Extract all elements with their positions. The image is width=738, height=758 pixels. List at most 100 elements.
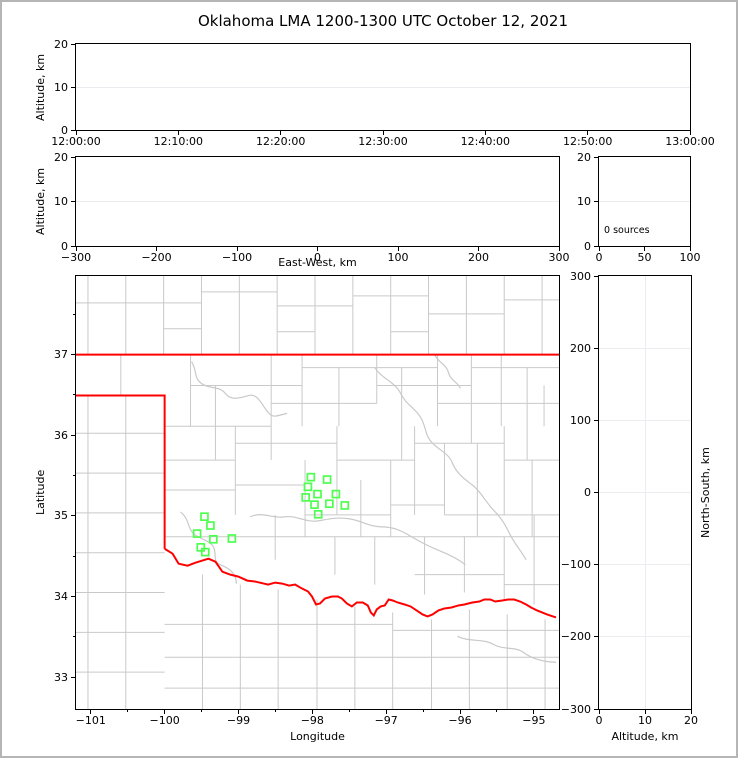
x-tick-mark xyxy=(598,710,600,714)
y-tick-mark xyxy=(71,596,75,598)
y-tick-label: 37 xyxy=(54,348,68,362)
lma-station-marker xyxy=(313,509,323,519)
x-tick-mark xyxy=(598,247,600,251)
lma-station-marker xyxy=(322,475,332,484)
x-tick-mark xyxy=(587,131,589,135)
x-tick-mark xyxy=(280,131,282,135)
x-tick-mark xyxy=(484,131,486,135)
x-tick-label: −95 xyxy=(522,714,546,727)
y-tick-label: 36 xyxy=(54,428,68,442)
y-tick-label: 33 xyxy=(54,670,68,684)
y-minor-tick-mark xyxy=(73,636,75,638)
x-tick-label: 100 xyxy=(387,251,409,264)
x-tick-label: 12:40:00 xyxy=(460,135,511,148)
y-tick-label: 20 xyxy=(54,37,68,51)
x-tick-mark xyxy=(317,247,318,251)
lma-station-marker xyxy=(192,529,202,538)
x-tick-label: 0 xyxy=(595,251,603,264)
y-tick-label: 200 xyxy=(570,341,591,355)
x-tick-label: 12:50:00 xyxy=(562,135,613,148)
x-tick-mark xyxy=(75,131,77,135)
lma-station-marker xyxy=(200,512,209,522)
y-tick-label: −100 xyxy=(560,558,591,572)
x-tick-mark xyxy=(382,131,384,135)
y-tick-mark xyxy=(594,636,598,638)
y-minor-tick-mark xyxy=(73,313,75,315)
x-tick-label: −97 xyxy=(374,714,398,727)
lma-station-marker xyxy=(310,500,319,509)
source-count-annotation: 0 sources xyxy=(604,225,650,236)
x-tick-label: 12:10:00 xyxy=(153,135,204,148)
y-tick-label: 10 xyxy=(54,195,68,208)
x-tick-label: 300 xyxy=(548,251,570,264)
x-tick-label: −100 xyxy=(221,251,253,264)
state-border-red-river xyxy=(164,547,557,619)
x-tick-label: 12:30:00 xyxy=(358,135,408,148)
x-minor-tick-mark xyxy=(274,710,276,712)
map-canvas xyxy=(76,276,559,709)
y-minor-tick-mark xyxy=(73,475,75,477)
x-tick-label: 200 xyxy=(468,251,489,264)
h-gridline xyxy=(76,201,559,202)
x-tick-mark xyxy=(644,710,646,714)
y-tick-mark xyxy=(71,354,75,356)
y-tick-mark xyxy=(71,201,75,202)
lma-station-marker xyxy=(206,521,215,530)
y-tick-label: 0 xyxy=(584,239,591,253)
y-tick-mark xyxy=(594,708,598,710)
x-tick-label: 20 xyxy=(684,714,698,727)
north-south-ylabel: North-South, km xyxy=(699,447,712,538)
plan-view-map-panel: −101 −100 −99 −98 −97 −96 −95 33 34 35 36 37 xyxy=(54,275,560,727)
x-tick-mark xyxy=(397,247,399,251)
y-tick-label: 0 xyxy=(61,123,68,137)
y-tick-label: −300 xyxy=(560,702,591,716)
h-gridline xyxy=(76,86,690,88)
x-minor-tick-mark xyxy=(496,710,498,712)
y-tick-mark xyxy=(71,43,75,45)
x-minor-tick-mark xyxy=(422,710,424,712)
x-tick-label: −99 xyxy=(226,714,251,727)
x-tick-label: −96 xyxy=(448,714,472,727)
lma-station-marker xyxy=(301,493,310,502)
east-west-xlabel: East-West, km xyxy=(278,256,357,269)
lma-station-marker xyxy=(227,534,237,543)
x-minor-tick-mark xyxy=(348,710,350,712)
station-markers xyxy=(192,472,350,557)
map-ylabel: Latitude xyxy=(34,469,47,516)
y-tick-mark xyxy=(71,86,75,88)
map-xlabel: Longitude xyxy=(290,730,345,743)
lma-station-marker xyxy=(313,489,322,499)
y-tick-label: 20 xyxy=(54,150,68,164)
x-tick-mark xyxy=(156,247,157,251)
y-tick-mark xyxy=(594,245,598,247)
ns-altitude-xlabel: Altitude, km xyxy=(611,730,679,743)
page-title: Oklahoma LMA 1200-1300 UTC October 12, 2… xyxy=(197,12,569,30)
y-tick-mark xyxy=(594,156,598,158)
x-tick-mark xyxy=(558,247,560,251)
x-tick-label: −100 xyxy=(149,714,180,727)
y-tick-mark xyxy=(594,201,598,202)
x-tick-label: 0 xyxy=(314,251,321,264)
x-tick-label: 13:00:00 xyxy=(665,135,715,148)
x-tick-mark xyxy=(689,131,691,135)
x-tick-mark xyxy=(311,710,313,714)
altitude-histogram-panel: 0 sources 0 50 100 0 10 20 xyxy=(577,151,701,265)
north-south-height-panel: 0 10 20 300 200 100 0 −100 −200 −300 xyxy=(561,270,698,728)
y-tick-label: 0 xyxy=(584,486,591,499)
y-tick-label: 35 xyxy=(54,509,68,523)
x-tick-label: 12:00:00 xyxy=(51,135,101,148)
time-height-ylabel: Altitude, km xyxy=(34,53,47,121)
x-tick-label: −101 xyxy=(75,714,106,727)
x-tick-mark xyxy=(690,710,692,714)
lma-station-marker xyxy=(208,534,218,544)
y-tick-mark xyxy=(71,156,75,158)
y-tick-mark xyxy=(594,492,598,493)
x-tick-mark xyxy=(164,710,166,714)
v-gridline xyxy=(644,276,646,709)
y-tick-label: 10 xyxy=(54,80,68,94)
x-tick-label: −200 xyxy=(141,251,172,264)
y-tick-mark xyxy=(71,129,75,131)
x-tick-mark xyxy=(385,710,387,714)
y-tick-label: 300 xyxy=(570,269,591,283)
